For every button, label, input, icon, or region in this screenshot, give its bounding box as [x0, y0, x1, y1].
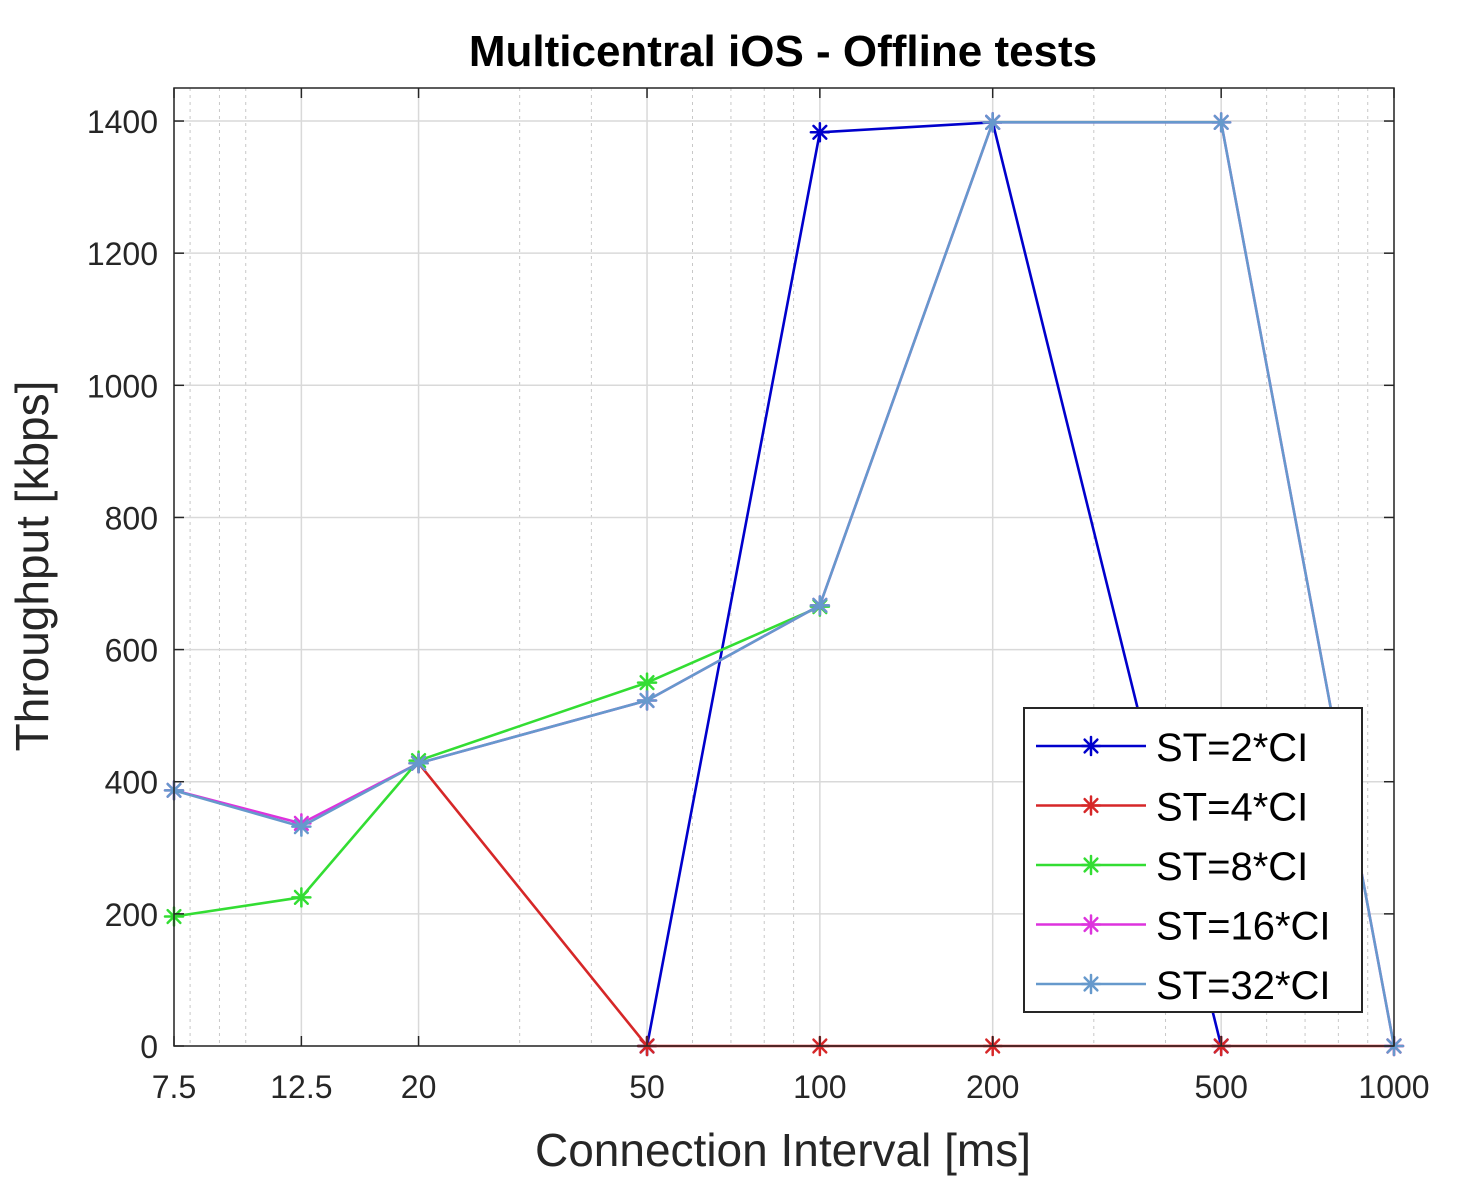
- y-tick-label: 1000: [87, 368, 158, 404]
- legend-item: ST=4*CI: [1036, 786, 1308, 830]
- data-point: [636, 672, 658, 693]
- data-point: [636, 690, 658, 711]
- chart-title: Multicentral iOS - Offline tests: [469, 27, 1097, 76]
- legend-label: ST=16*CI: [1156, 905, 1331, 949]
- series-5: [163, 112, 1405, 1057]
- legend-label: ST=32*CI: [1156, 964, 1331, 1008]
- legend-item: ST=16*CI: [1036, 905, 1331, 949]
- legend-label: ST=4*CI: [1156, 786, 1308, 830]
- y-axis-ticks: 0 200 400 600 800 1000 1200 1400: [87, 104, 1394, 1065]
- y-tick-label: 600: [105, 633, 158, 669]
- data-point: [982, 112, 1003, 133]
- x-tick-label: 20: [401, 1069, 437, 1105]
- legend-marker: [1080, 854, 1102, 876]
- legend-marker: [1080, 973, 1102, 995]
- plot-border: [173, 87, 1395, 1047]
- plot-frame: [173, 87, 1395, 1047]
- legend-label: ST=8*CI: [1156, 845, 1308, 889]
- x-tick-label: 50: [629, 1069, 665, 1105]
- legend-marker: [1080, 914, 1102, 935]
- series-line: [645, 121, 1223, 1047]
- y-tick-label: 0: [140, 1029, 158, 1065]
- y-tick-label: 800: [105, 500, 158, 536]
- data-point: [291, 816, 312, 837]
- legend-label: ST=2*CI: [1156, 726, 1308, 770]
- legend-item: ST=2*CI: [1036, 726, 1308, 770]
- y-tick-label: 200: [105, 897, 158, 933]
- legend: ST=2*CI ST=4*CI ST=8*CI ST=16*CI ST=32*CI: [1023, 707, 1363, 1013]
- x-tick-label: 100: [793, 1069, 846, 1105]
- legend-item: ST=8*CI: [1036, 845, 1308, 889]
- legend-box: [1023, 707, 1363, 1013]
- data-point: [809, 122, 831, 143]
- data-point: [809, 595, 831, 616]
- data-point: [291, 887, 312, 908]
- x-axis-ticks: 7.5 12.5 20 50 100 200 500 1000: [152, 88, 1430, 1105]
- x-tick-label: 12.5: [270, 1069, 332, 1105]
- legend-marker: [1080, 795, 1102, 816]
- x-axis-label: Connection Interval [ms]: [535, 1124, 1031, 1176]
- y-tick-label: 1400: [87, 104, 158, 140]
- y-tick-label: 400: [105, 765, 158, 801]
- x-tick-label: 7.5: [152, 1069, 196, 1105]
- legend-marker: [1080, 735, 1102, 757]
- y-tick-label: 1200: [87, 236, 158, 272]
- series-line: [173, 121, 1396, 1047]
- x-tick-label: 500: [1194, 1069, 1247, 1105]
- legend-item: ST=32*CI: [1036, 964, 1331, 1008]
- y-axis-label: Throughput [kbps]: [6, 381, 58, 752]
- x-tick-label: 200: [966, 1069, 1019, 1105]
- data-point: [1210, 112, 1232, 133]
- data-point: [408, 752, 429, 774]
- x-tick-label: 1000: [1358, 1069, 1429, 1105]
